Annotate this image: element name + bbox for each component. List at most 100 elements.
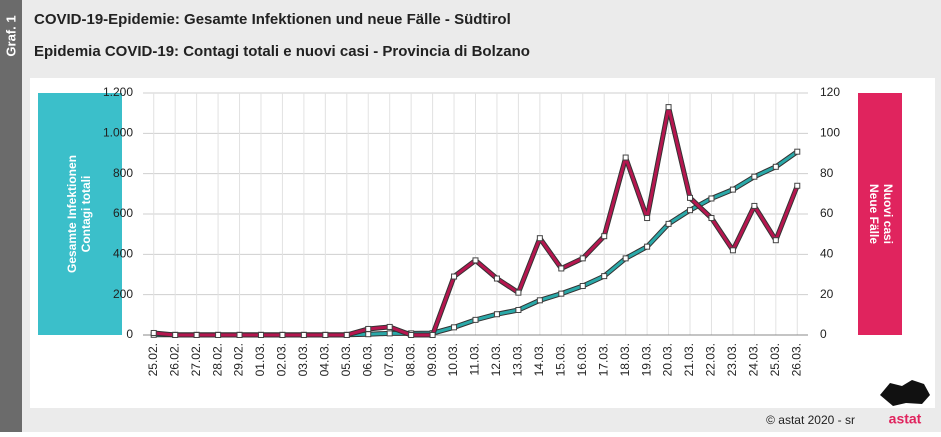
x-tick-label: 29.02. bbox=[232, 343, 246, 376]
point-marker bbox=[601, 273, 608, 280]
y2-label: Neue Fälle bbox=[867, 184, 881, 244]
x-tick-label: 28.02. bbox=[210, 343, 224, 376]
logo-map bbox=[880, 380, 930, 406]
x-tick-label: 05.03. bbox=[339, 343, 353, 376]
y2-tick-label: 80 bbox=[820, 166, 834, 180]
y2-tick-label: 60 bbox=[820, 206, 834, 220]
point-marker bbox=[257, 332, 264, 338]
point-marker bbox=[729, 186, 736, 193]
point-marker bbox=[365, 331, 372, 338]
x-tick-label: 17.03. bbox=[596, 343, 610, 376]
point-marker bbox=[472, 257, 479, 264]
y2-tick-label: 120 bbox=[820, 85, 840, 99]
y-label: Contagi totali bbox=[79, 176, 93, 253]
point-marker bbox=[579, 282, 586, 289]
point-marker bbox=[751, 173, 758, 180]
y2-label: Nuovi casi bbox=[881, 184, 895, 244]
y-label: Gesamte Infektionen bbox=[65, 155, 79, 273]
point-marker bbox=[408, 332, 415, 338]
point-marker bbox=[708, 195, 715, 202]
chart-title: COVID-19-Epidemie: Gesamte Infektionen u… bbox=[34, 11, 511, 28]
point-marker bbox=[365, 325, 372, 332]
y2-tick-label: 0 bbox=[820, 327, 827, 341]
point-marker bbox=[687, 194, 694, 201]
x-tick-label: 16.03. bbox=[575, 343, 589, 376]
y-tick-label: 400 bbox=[113, 247, 133, 261]
x-tick-label: 23.03. bbox=[725, 343, 739, 376]
point-marker bbox=[215, 332, 222, 338]
point-marker bbox=[558, 290, 565, 297]
point-marker bbox=[622, 154, 629, 161]
y-tick-label: 200 bbox=[113, 287, 133, 301]
x-tick-label: 04.03. bbox=[318, 343, 332, 376]
point-marker bbox=[172, 332, 179, 338]
point-marker bbox=[644, 243, 651, 250]
point-marker bbox=[150, 329, 157, 336]
point-marker bbox=[794, 148, 801, 155]
point-marker bbox=[772, 163, 779, 170]
x-tick-label: 18.03. bbox=[618, 343, 632, 376]
x-tick-label: 26.02. bbox=[167, 343, 181, 376]
y-tick-label: 1.000 bbox=[103, 126, 133, 140]
tag-strip bbox=[0, 0, 22, 432]
point-marker bbox=[601, 233, 608, 240]
point-marker bbox=[343, 332, 350, 338]
y-tick-label: 600 bbox=[113, 206, 133, 220]
y2-tick-label: 20 bbox=[820, 287, 834, 301]
point-marker bbox=[687, 207, 694, 214]
x-tick-label: 14.03. bbox=[532, 343, 546, 376]
x-tick-label: 06.03. bbox=[360, 343, 374, 376]
point-marker bbox=[300, 332, 307, 338]
point-marker bbox=[558, 265, 565, 272]
x-tick-label: 10.03. bbox=[446, 343, 460, 376]
x-tick-label: 09.03. bbox=[425, 343, 439, 376]
x-tick-label: 25.02. bbox=[146, 343, 160, 376]
point-marker bbox=[515, 289, 522, 296]
point-marker bbox=[751, 202, 758, 209]
x-tick-label: 13.03. bbox=[511, 343, 525, 376]
point-marker bbox=[644, 215, 651, 222]
point-marker bbox=[665, 220, 672, 227]
x-tick-label: 01.03. bbox=[253, 343, 267, 376]
x-tick-label: 02.03. bbox=[275, 343, 289, 376]
point-marker bbox=[386, 330, 393, 337]
x-tick-label: 24.03. bbox=[747, 343, 761, 376]
y-label-box bbox=[38, 93, 122, 335]
point-marker bbox=[729, 247, 736, 254]
point-marker bbox=[515, 306, 522, 313]
point-marker bbox=[579, 255, 586, 262]
y-tick-label: 0 bbox=[126, 327, 133, 341]
point-marker bbox=[493, 275, 500, 282]
point-marker bbox=[708, 215, 715, 222]
point-marker bbox=[429, 332, 436, 338]
point-marker bbox=[794, 182, 801, 189]
point-marker bbox=[386, 323, 393, 330]
tag: Graf. 1 bbox=[3, 15, 18, 56]
x-tick-label: 25.03. bbox=[768, 343, 782, 376]
point-marker bbox=[772, 237, 779, 244]
point-marker bbox=[193, 332, 200, 338]
point-marker bbox=[622, 255, 629, 262]
point-marker bbox=[322, 332, 329, 338]
x-tick-label: 03.03. bbox=[296, 343, 310, 376]
x-tick-label: 11.03. bbox=[468, 343, 482, 375]
x-tick-label: 26.03. bbox=[789, 343, 803, 376]
point-marker bbox=[279, 332, 286, 338]
point-marker bbox=[536, 297, 543, 304]
logo: astat bbox=[889, 411, 922, 427]
y2-tick-label: 100 bbox=[820, 126, 840, 140]
point-marker bbox=[472, 316, 479, 323]
y2-tick-label: 40 bbox=[820, 247, 834, 261]
point-marker bbox=[451, 273, 458, 280]
point-marker bbox=[236, 332, 243, 338]
source: © astat 2020 - sr bbox=[766, 413, 855, 427]
x-tick-label: 12.03. bbox=[489, 343, 503, 376]
x-tick-label: 08.03. bbox=[403, 343, 417, 376]
y-tick-label: 800 bbox=[113, 166, 133, 180]
x-tick-label: 15.03. bbox=[553, 343, 567, 376]
x-tick-label: 20.03. bbox=[661, 343, 675, 376]
x-tick-label: 27.02. bbox=[189, 343, 203, 376]
x-tick-label: 21.03. bbox=[682, 343, 696, 376]
x-tick-label: 22.03. bbox=[704, 343, 718, 376]
x-tick-label: 07.03. bbox=[382, 343, 396, 376]
